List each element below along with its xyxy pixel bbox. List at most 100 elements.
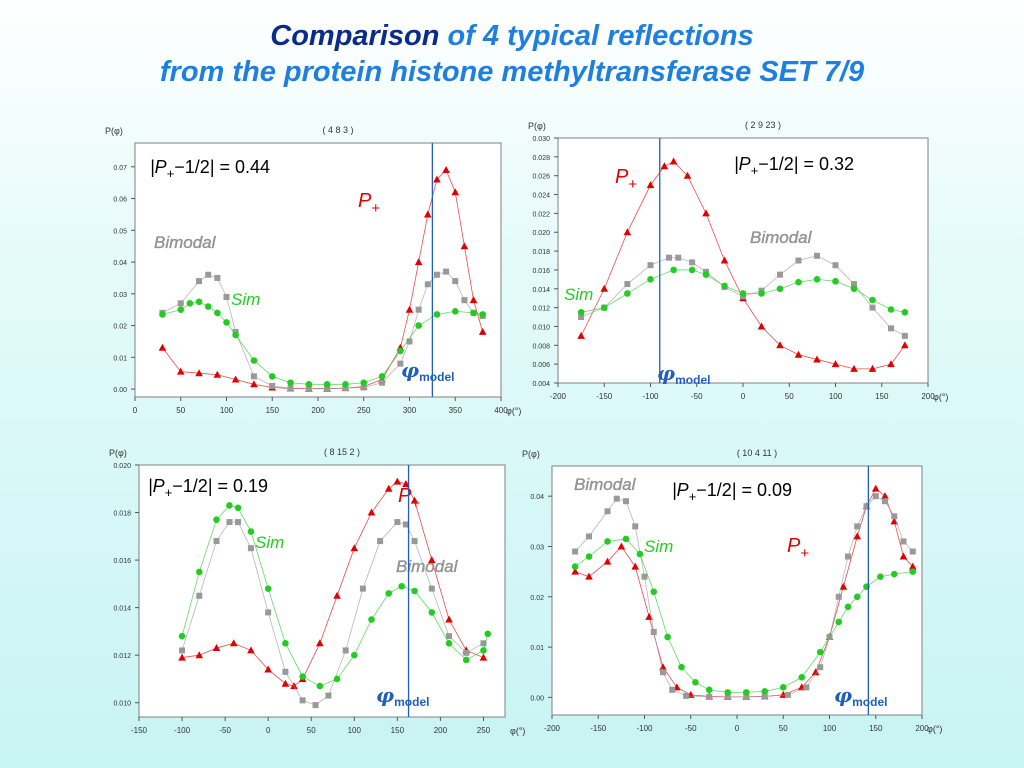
p-plus-point	[195, 651, 204, 659]
x-tick-label: 0	[741, 392, 746, 401]
phi-model-label: φmodel	[376, 683, 429, 709]
y-tick-label: 0.010	[532, 324, 550, 331]
sim-point	[433, 311, 441, 318]
sim-point	[195, 568, 203, 576]
y-tick-label: 0.016	[532, 268, 550, 275]
chart-svg: 0 50 100 150 200 250 300 350 400 0.00 0.01 0.02 0.03…	[105, 125, 521, 416]
x-tick-label: -150	[131, 726, 148, 735]
phi-symbol: φ	[401, 358, 419, 382]
sim-point	[480, 647, 487, 654]
sim-point	[647, 276, 654, 283]
sim-point	[428, 609, 436, 616]
sim-label: Sim	[644, 537, 673, 556]
sim-point	[577, 309, 585, 316]
p-plus-point	[757, 322, 766, 330]
bimodal-point	[909, 548, 916, 555]
bimodal-point	[624, 281, 631, 288]
annotation-sub: +	[167, 166, 175, 181]
p-plus-point	[794, 350, 803, 358]
x-tick-label: 150	[266, 406, 280, 415]
bimodal-point	[891, 513, 898, 520]
p-plus-point	[281, 679, 290, 687]
p-plus-point	[868, 364, 877, 372]
p-plus-point	[831, 360, 840, 368]
bimodal-point	[623, 498, 629, 505]
bimodal-point	[784, 691, 791, 698]
sim-point	[776, 285, 784, 293]
sim-point	[195, 298, 203, 306]
p-plus-point	[393, 477, 402, 485]
sim-point	[316, 682, 324, 690]
p-plus-label-sub: +	[411, 495, 420, 512]
bimodal-point	[379, 379, 386, 386]
annotation-value: −1/2| = 0.09	[696, 480, 792, 500]
bimodal-point	[613, 495, 620, 502]
bimodal-point	[196, 592, 203, 599]
sim-point	[853, 593, 861, 601]
sim-point	[604, 538, 611, 545]
bimodal-label: Bimodal	[396, 557, 459, 576]
p-plus-point	[247, 646, 255, 654]
asymmetry-annotation: |P+−1/2| = 0.09	[672, 480, 792, 504]
y-tick-label: 0.012	[532, 306, 550, 313]
y-tick-label: 0.024	[532, 193, 550, 200]
sim-series	[178, 502, 492, 690]
bimodal-point	[415, 306, 422, 313]
y-tick-label: 0.02	[530, 595, 544, 602]
phi-model-label: φmodel	[401, 358, 454, 384]
x-tick-label: 250	[357, 406, 371, 415]
sim-point	[739, 290, 747, 297]
x-tick-label: 100	[829, 392, 843, 401]
bimodal-point	[214, 274, 221, 281]
asymmetry-annotation: |P+−1/2| = 0.44	[150, 157, 270, 181]
sim-point	[795, 278, 802, 286]
p-plus-point	[850, 364, 858, 372]
sim-point	[571, 563, 579, 570]
bimodal-point	[305, 385, 312, 392]
sim-point	[213, 516, 220, 523]
bimodal-point	[872, 493, 879, 500]
x-tick-label: 100	[220, 406, 234, 415]
sim-point	[178, 632, 186, 640]
plot-area	[557, 137, 929, 384]
y-tick-label: 0.014	[113, 606, 131, 613]
phi-symbol: φ	[657, 361, 675, 385]
sim-line	[162, 301, 483, 385]
bimodal-label: Bimodal	[750, 228, 813, 247]
sim-point	[268, 373, 276, 380]
chart-svg: -200 -150 -100 -50 0 50 100 150 200 0.004 0.006 0.0…	[528, 120, 948, 402]
asymmetry-annotation: |P+−1/2| = 0.32	[734, 154, 854, 178]
x-tick-label: -50	[691, 392, 703, 401]
bimodal-point	[480, 640, 487, 647]
sim-point	[909, 568, 917, 575]
plot-area	[134, 142, 502, 398]
chart-svg: -150 -100 -50 0 50 100 150 200 250 0.010 0.012 0.01…	[109, 447, 525, 736]
sim-point	[451, 307, 459, 315]
y-tick-label: 0.022	[532, 211, 550, 218]
y-tick-label: 0.006	[532, 362, 550, 369]
bimodal-point	[265, 609, 272, 616]
p-plus-point	[813, 355, 821, 363]
p-plus-point	[853, 532, 862, 540]
sim-point	[159, 311, 166, 318]
bimodal-point	[706, 693, 713, 700]
p-plus-point	[428, 556, 436, 564]
bimodal-point	[424, 281, 431, 288]
sim-point	[226, 502, 233, 509]
p-plus-point	[571, 567, 579, 575]
x-tick-label: 50	[307, 726, 316, 735]
p-plus-point	[617, 542, 626, 550]
bimodal-point	[586, 533, 592, 540]
title-line-1: Comparison of 4 typical reflections	[0, 18, 1024, 54]
annotation-p: |P	[148, 476, 165, 496]
sim-point	[445, 640, 453, 647]
sim-point	[323, 381, 331, 388]
sim-point	[378, 373, 386, 380]
sim-point	[724, 689, 732, 696]
bimodal-point	[312, 702, 319, 709]
p-plus-point	[585, 572, 593, 580]
bimodal-point	[869, 304, 876, 311]
p-plus-point	[451, 188, 460, 196]
sim-point	[250, 357, 258, 364]
x-tick-label: -100	[642, 392, 659, 401]
